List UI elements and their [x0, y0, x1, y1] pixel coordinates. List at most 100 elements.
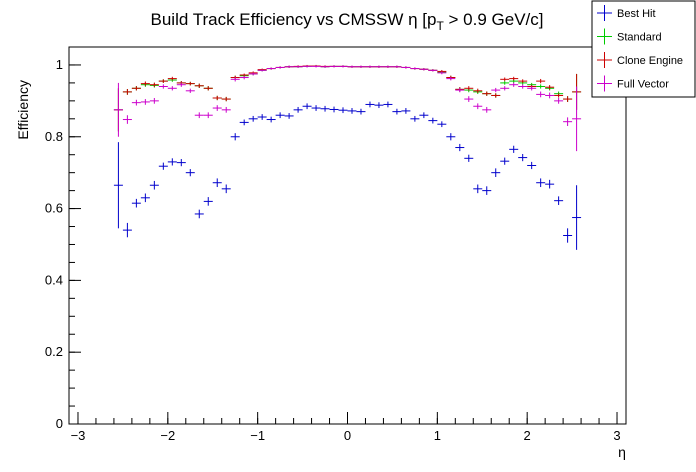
data-point: [158, 162, 168, 170]
data-point: [338, 107, 348, 114]
data-point: [536, 78, 546, 84]
data-point: [464, 86, 474, 91]
x-tick-label: 2: [524, 428, 531, 443]
data-point: [491, 87, 501, 93]
legend-box: [591, 0, 696, 98]
data-point: [518, 153, 528, 162]
y-tick-label: 0.4: [45, 272, 63, 287]
data-point: [320, 65, 330, 68]
data-point: [356, 108, 366, 115]
data-point: [563, 96, 573, 102]
data-point: [419, 68, 429, 71]
y-axis-title: Efficiency: [15, 80, 31, 140]
data-point: [419, 112, 429, 119]
data-point: [257, 114, 267, 120]
data-point: [500, 77, 510, 82]
data-point: [131, 86, 141, 91]
x-tick-label: −1: [250, 428, 265, 443]
data-point: [356, 65, 366, 68]
data-point: [473, 184, 483, 194]
data-point: [509, 145, 519, 153]
y-tick-label: 0: [56, 416, 63, 431]
data-point: [527, 161, 537, 170]
data-point: [554, 97, 564, 104]
data-point: [113, 82, 123, 137]
data-point: [482, 106, 492, 113]
chart-title-subscript: T: [436, 19, 444, 33]
data-point: [284, 113, 294, 119]
y-tick-label: 0.2: [45, 344, 63, 359]
legend-label: Best Hit: [617, 8, 656, 20]
data-point: [491, 168, 501, 177]
data-point: [500, 81, 510, 85]
data-point: [311, 105, 321, 111]
data-point: [302, 65, 312, 68]
data-point: [347, 108, 357, 114]
data-point: [176, 82, 186, 87]
data-point: [554, 93, 564, 98]
data-point: [383, 101, 393, 108]
data-point: [167, 86, 177, 91]
data-point: [302, 103, 312, 110]
data-point: [140, 81, 150, 86]
data-point: [536, 84, 546, 89]
x-tick-label: 0: [344, 428, 351, 443]
data-point: [122, 89, 132, 95]
data-point: [221, 184, 231, 194]
data-point: [122, 222, 132, 238]
data-point: [509, 82, 519, 87]
legend-entry: Full Vector: [597, 75, 669, 92]
x-tick-label: 1: [434, 428, 441, 443]
data-point: [131, 99, 141, 106]
data-point: [491, 93, 501, 98]
data-point: [401, 108, 411, 114]
data-point: [230, 77, 240, 82]
data-point: [275, 112, 285, 119]
data-point: [401, 66, 411, 69]
data-point: [194, 209, 204, 219]
data-point: [221, 96, 231, 102]
x-axis-title: η: [618, 444, 626, 460]
legend-entry: Best Hit: [597, 5, 656, 21]
data-point: [311, 65, 321, 68]
data-point: [239, 119, 249, 126]
data-point: [347, 65, 357, 68]
data-point: [293, 106, 303, 113]
data-point: [473, 103, 483, 110]
data-point: [554, 196, 564, 205]
data-point: [131, 198, 141, 208]
data-point: [500, 86, 510, 91]
data-point: [518, 79, 528, 83]
data-point: [410, 67, 420, 70]
data-point: [149, 82, 159, 87]
x-tick-label: 3: [613, 428, 620, 443]
data-point: [410, 115, 420, 122]
data-point: [239, 75, 249, 80]
series-layer: [113, 64, 582, 250]
data-point: [482, 186, 492, 195]
y-tick-label: 1: [56, 57, 63, 72]
legend-label: Standard: [617, 32, 662, 44]
data-point: [374, 65, 384, 68]
legend-label: Full Vector: [617, 79, 669, 91]
data-point: [149, 97, 159, 104]
data-point: [545, 179, 555, 189]
legend: Best Hit Standard Clone Engine Full Vector: [591, 0, 696, 98]
data-point: [536, 91, 546, 98]
data-point: [572, 86, 582, 152]
data-point: [545, 92, 555, 99]
data-point: [428, 69, 438, 72]
data-point: [428, 117, 438, 124]
data-point: [203, 112, 213, 119]
data-point: [185, 169, 195, 177]
data-point: [167, 76, 177, 81]
axes: 0 0.2 0.4 0.6 0.8 1 −3 −2 −1 0 1 2 3: [45, 46, 621, 443]
chart-title: Build Track Efficiency vs CMSSW η [pT > …: [151, 10, 544, 33]
data-point: [473, 88, 483, 93]
series-full-vector: [113, 65, 582, 152]
data-point: [122, 115, 132, 124]
data-point: [455, 143, 465, 152]
data-point: [248, 115, 258, 122]
data-point: [374, 102, 384, 109]
